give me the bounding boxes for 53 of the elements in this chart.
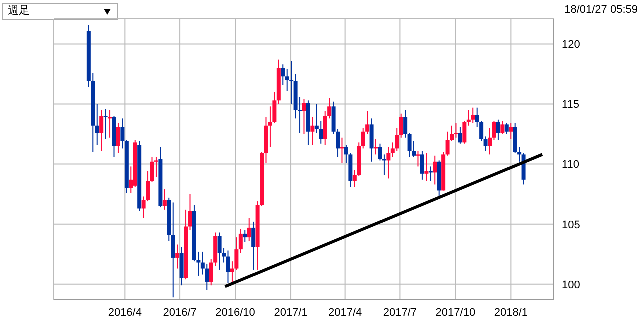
candlestick [509, 122, 514, 140]
y-tick-label: 105 [562, 219, 580, 232]
candlestick [171, 202, 176, 298]
candlestick [154, 156, 158, 178]
candlestick [243, 230, 248, 243]
x-tick-label: 2016/4 [108, 306, 142, 319]
y-tick-label: 100 [562, 279, 580, 292]
x-tick-label: 2016/7 [163, 306, 197, 319]
candlestick [100, 110, 104, 152]
y-tick-label: 110 [562, 159, 580, 172]
candlestick [420, 150, 424, 180]
candlestick [433, 155, 438, 186]
candlestick [290, 60, 294, 105]
candlestick [462, 120, 467, 144]
text: 18/01/27 05:59 [564, 4, 638, 16]
candlestick [458, 126, 462, 144]
y-tick-label: 120 [562, 39, 580, 52]
candlestick [302, 98, 306, 135]
candlestick [378, 143, 382, 162]
candlestick [252, 221, 256, 270]
candlestick [471, 107, 476, 124]
candlestick [496, 119, 500, 141]
x-tick-label: 2017/10 [436, 306, 476, 319]
y-tick-label: 115 [562, 99, 580, 112]
candlestick [504, 122, 509, 135]
candlestick [466, 110, 471, 126]
candlestick [238, 228, 243, 254]
candlestick [500, 120, 505, 135]
candlestick [408, 132, 412, 158]
x-tick-label: 2017/1 [274, 306, 308, 319]
candlestick [399, 113, 404, 138]
candlestick [116, 122, 120, 154]
candlestick [226, 250, 230, 284]
candlestick [120, 118, 125, 150]
x-tick-label: 2017/4 [328, 306, 362, 319]
candlestick [416, 150, 420, 168]
candlestick [454, 122, 458, 138]
candlestick [310, 116, 315, 146]
x-tick-label: 2016/10 [216, 306, 256, 319]
candlestick [281, 64, 286, 86]
candlestick [176, 244, 180, 270]
candlestick [386, 146, 391, 180]
candlestick [162, 189, 167, 210]
candlestick [424, 152, 429, 182]
candlestick [218, 232, 222, 270]
candlestick [404, 110, 408, 138]
candlestick [150, 156, 154, 183]
candlestick [95, 104, 100, 146]
candlestick [247, 218, 252, 242]
candlestick [484, 136, 488, 152]
x-tick-label: 2018/1 [494, 306, 528, 319]
x-tick-label: 2017/7 [383, 306, 418, 319]
text: 週足 [8, 5, 30, 17]
